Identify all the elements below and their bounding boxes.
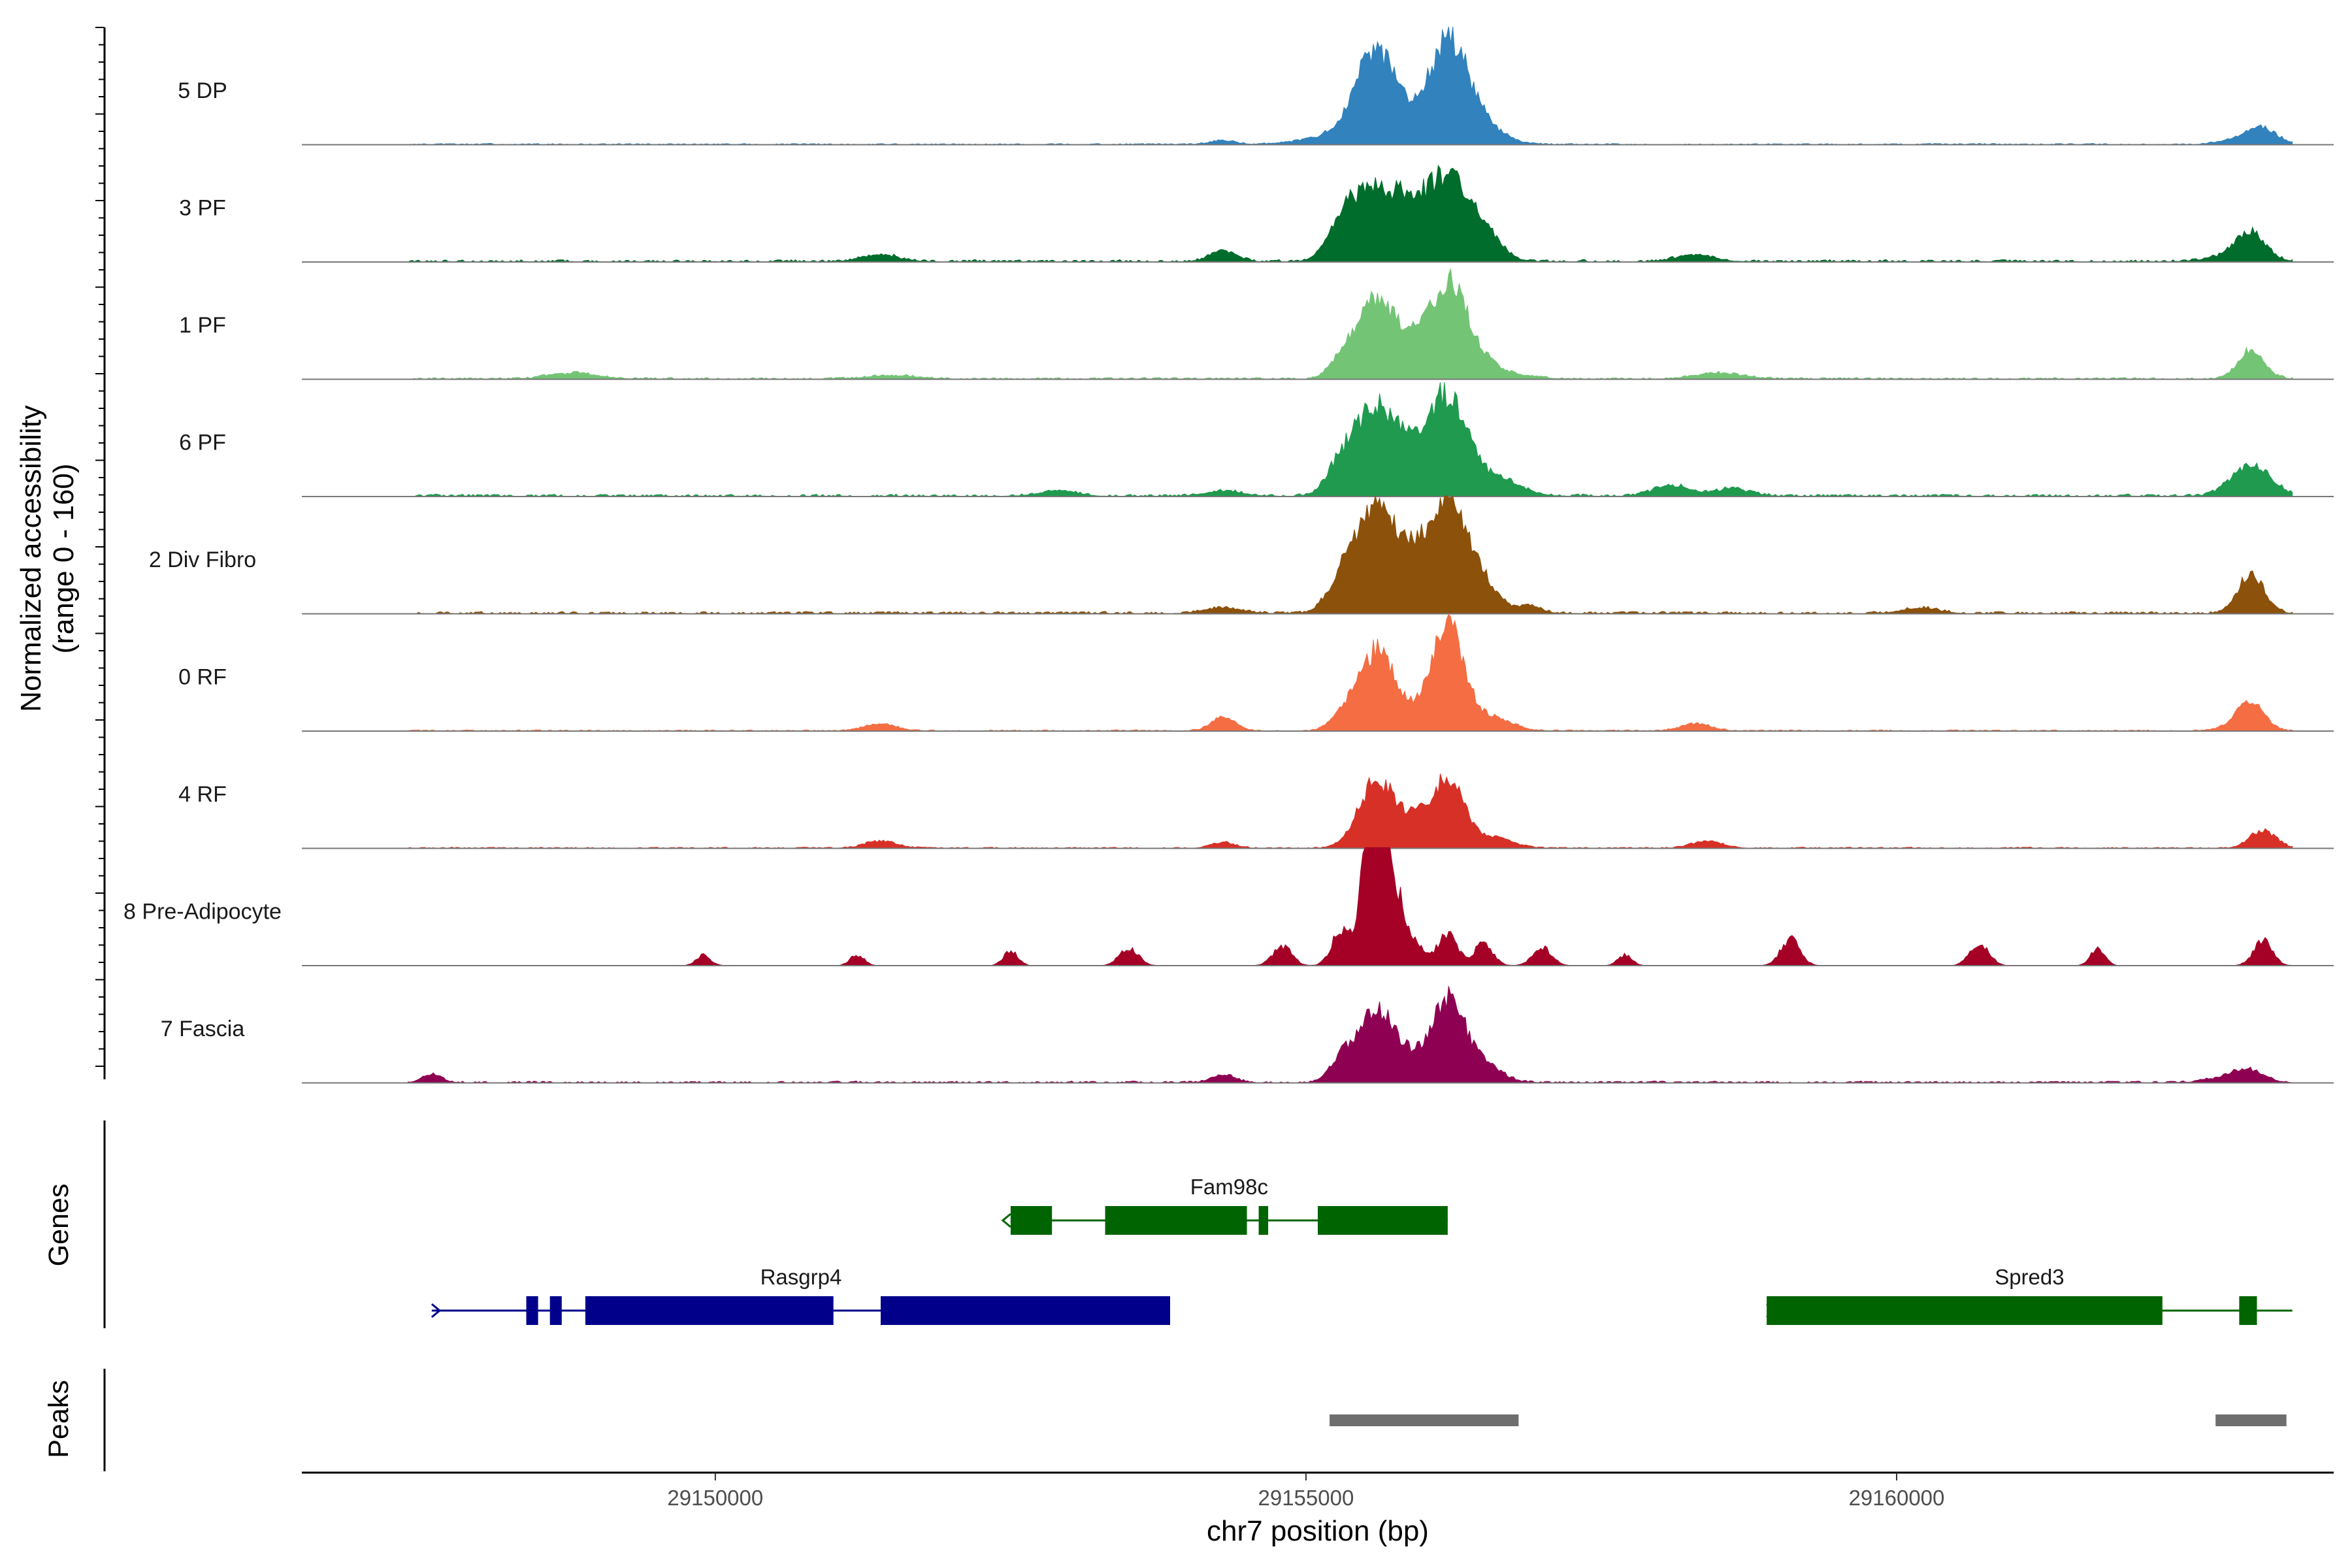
x-tick-label: 29155000: [1258, 1486, 1354, 1510]
peak-region: [1330, 1414, 1519, 1426]
x-axis-title: chr7 position (bp): [1207, 1515, 1429, 1547]
gene-exon: [549, 1296, 562, 1325]
gene-label: Spred3: [1995, 1265, 2064, 1289]
gene-exon: [880, 1296, 1170, 1325]
gene-model: Rasgrp4: [431, 1265, 1170, 1325]
track-label: 2 Div Fibro: [149, 547, 256, 572]
y-axis-title: Normalized accessibility (range 0 - 160): [15, 405, 80, 711]
gene-label: Rasgrp4: [760, 1265, 842, 1289]
coverage-track: 8 Pre-Adipocyte: [123, 847, 2334, 966]
gene-exon: [2239, 1296, 2257, 1325]
track-label: 6 PF: [179, 431, 226, 455]
strand-arrow: [1766, 1303, 1776, 1318]
track-label: 3 PF: [179, 196, 226, 221]
coverage-track: 4 RF: [178, 774, 2334, 849]
strand-arrow: [1001, 1213, 1011, 1228]
gene-models: Fam98c Rasgrp4 Spred3: [431, 1175, 2293, 1325]
coverage-y-axis-ticks: [95, 27, 105, 1067]
gene-model: Fam98c: [1001, 1175, 1448, 1235]
gene-exon: [1318, 1206, 1448, 1235]
gene-exon: [526, 1296, 538, 1325]
x-tick-label: 29160000: [1849, 1486, 1945, 1510]
gene-label: Fam98c: [1190, 1175, 1268, 1199]
track-label: 0 RF: [178, 665, 227, 690]
coverage-track: 5 DP: [178, 26, 2334, 146]
x-tick-label: 29150000: [667, 1486, 763, 1510]
gene-exon: [1767, 1296, 2163, 1325]
gene-exon: [1105, 1206, 1247, 1235]
track-label: 8 Pre-Adipocyte: [123, 900, 282, 924]
gene-model: Spred3: [1766, 1265, 2293, 1325]
track-label: 1 PF: [179, 313, 226, 338]
y-axis-title-line1: Normalized accessibility: [15, 405, 47, 711]
gene-exon: [1010, 1206, 1053, 1235]
coverage-track: 0 RF: [178, 613, 2334, 732]
coverage-track: 7 Fascia: [161, 986, 2334, 1084]
gene-exon: [585, 1296, 834, 1325]
peaks-panel-title: Peaks: [43, 1380, 74, 1458]
track-label: 5 DP: [178, 78, 227, 103]
y-axis-title-line2: (range 0 - 160): [48, 463, 80, 653]
coverage-track: 6 PF: [179, 382, 2334, 497]
coverage-tracks: 5 DP 3 PF 1 PF 6 PF 2 Div Fibro 0 RF 4 RF 8 Pre…: [123, 26, 2334, 1084]
peak-regions: [1330, 1414, 2287, 1426]
coverage-track: 2 Div Fibro: [149, 495, 2334, 615]
strand-arrow: [431, 1303, 442, 1318]
genes-panel-title: Genes: [43, 1184, 74, 1267]
x-axis-ticks: 29150000 29155000 29160000: [667, 1473, 1944, 1510]
track-label: 4 RF: [178, 782, 227, 807]
peak-region: [2215, 1414, 2287, 1426]
coverage-track: 3 PF: [179, 164, 2334, 263]
track-label: 7 Fascia: [161, 1017, 245, 1041]
coverage-track: 1 PF: [179, 267, 2334, 380]
gene-exon: [1258, 1206, 1269, 1235]
